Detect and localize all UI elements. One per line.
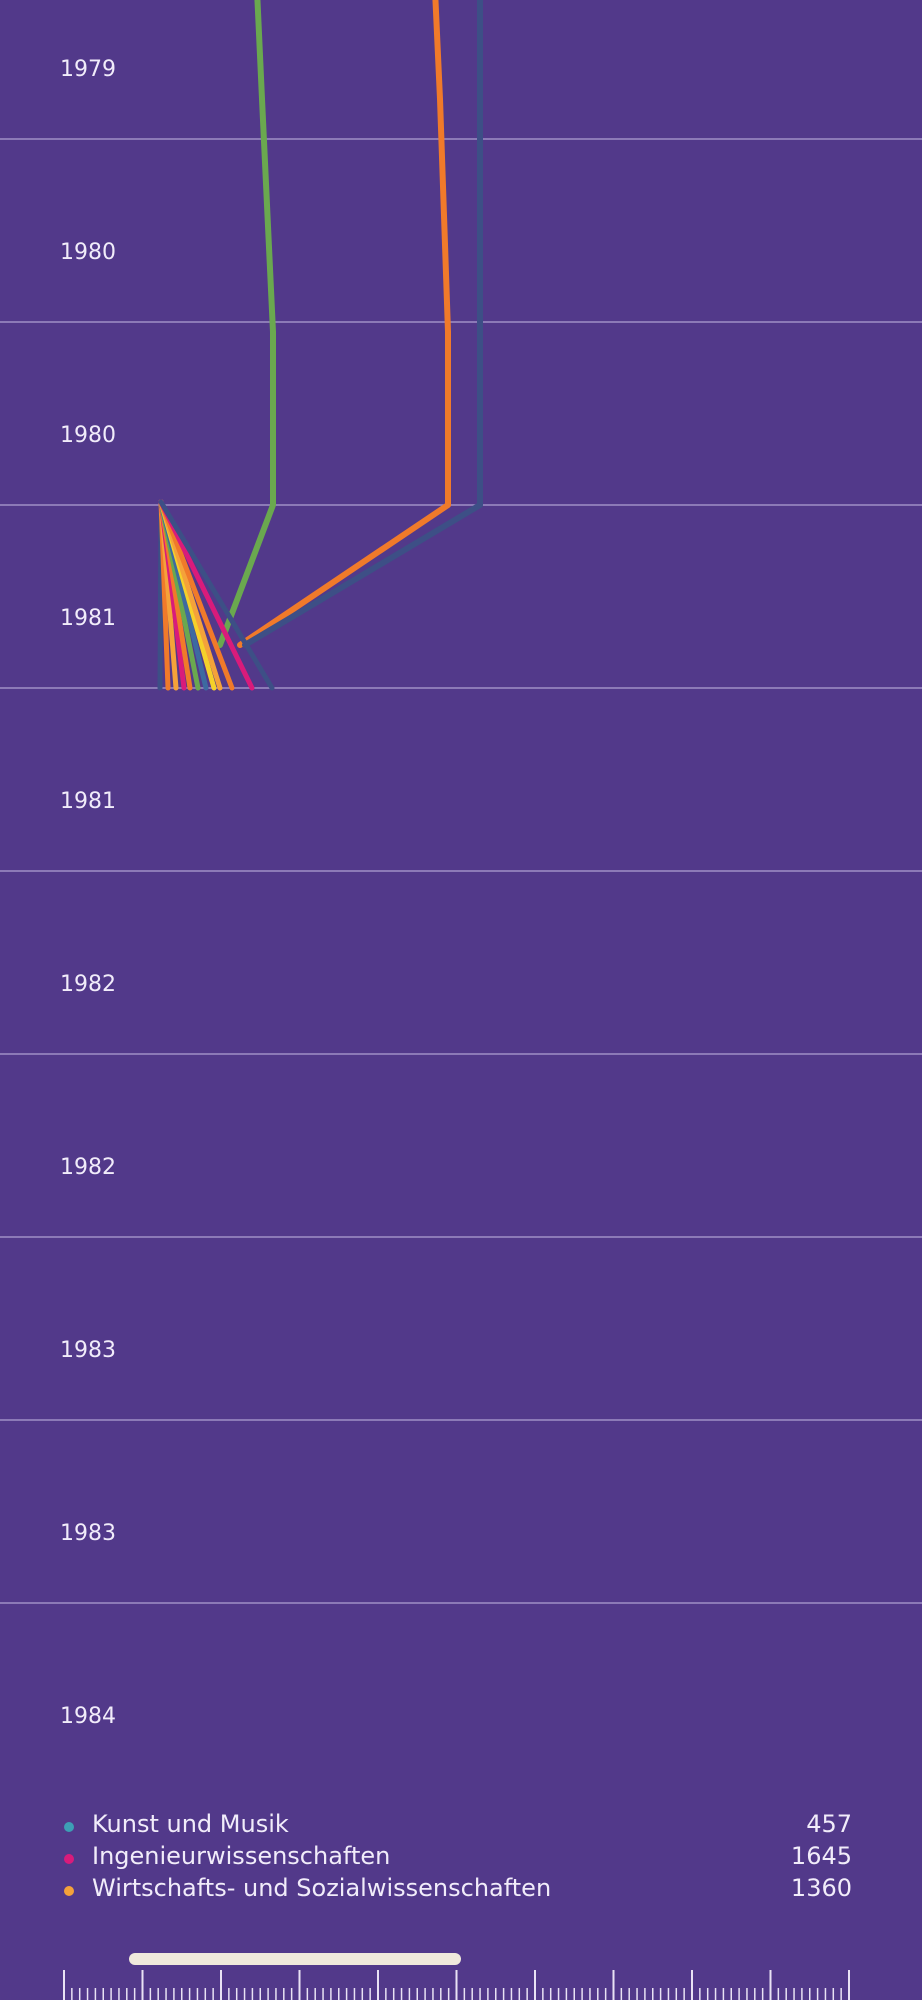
year-tick-label: 1981 — [60, 606, 116, 631]
year-tick-label: 1980 — [60, 240, 116, 265]
legend-label: Kunst und Musik — [92, 1810, 289, 1838]
year-tick-label: 1982 — [60, 972, 116, 997]
chart-area: 1979 1980 1980 1981 1981 1982 1982 1983 1983 1984 — [0, 0, 922, 1729]
year-tick-label: 1984 — [60, 1704, 116, 1729]
year-tick-label: 1980 — [60, 423, 116, 448]
year-tick-label: 1983 — [60, 1338, 116, 1363]
year-tick-label: 1983 — [60, 1521, 116, 1546]
timeline-scrubber[interactable] — [0, 1945, 922, 2000]
legend-item-wirtschafts-und-sozialwissenschaften[interactable]: Wirtschafts- und Sozialwissenschaften 13… — [60, 1874, 860, 1906]
year-tick-label: 1981 — [60, 789, 116, 814]
legend-dot — [64, 1886, 74, 1896]
legend-label: Ingenieurwissenschaften — [92, 1842, 391, 1870]
legend-value: 1645 — [790, 1842, 852, 1870]
legend-value: 457 — [806, 1810, 852, 1838]
scrubber-handle[interactable] — [129, 1953, 461, 1965]
fan-line — [158, 499, 235, 691]
scrubber-ruler — [63, 1970, 850, 2000]
legend-dot — [64, 1822, 74, 1832]
year-tick-label: 1979 — [60, 57, 116, 82]
legend-label: Wirtschafts- und Sozialwissenschaften — [92, 1874, 552, 1902]
timeline-chart: 1979 1980 1980 1981 1981 1982 1982 1983 1983 1984 — [0, 0, 922, 1729]
legend-value: 1360 — [790, 1874, 852, 1902]
fan-line — [158, 499, 255, 691]
series-line — [242, 0, 483, 648]
legend-dot — [64, 1854, 74, 1864]
legend: Kunst und Musik 457 Ingenieurwissenschaf… — [60, 1810, 860, 1906]
year-tick-label: 1982 — [60, 1155, 116, 1180]
fan-line — [158, 499, 275, 691]
legend-item-kunst-und-musik[interactable]: Kunst und Musik 457 — [60, 1810, 860, 1842]
legend-item-ingenieurwissenschaften[interactable]: Ingenieurwissenschaften 1645 — [60, 1842, 860, 1874]
series-line — [217, 0, 276, 648]
series-line — [237, 0, 451, 648]
